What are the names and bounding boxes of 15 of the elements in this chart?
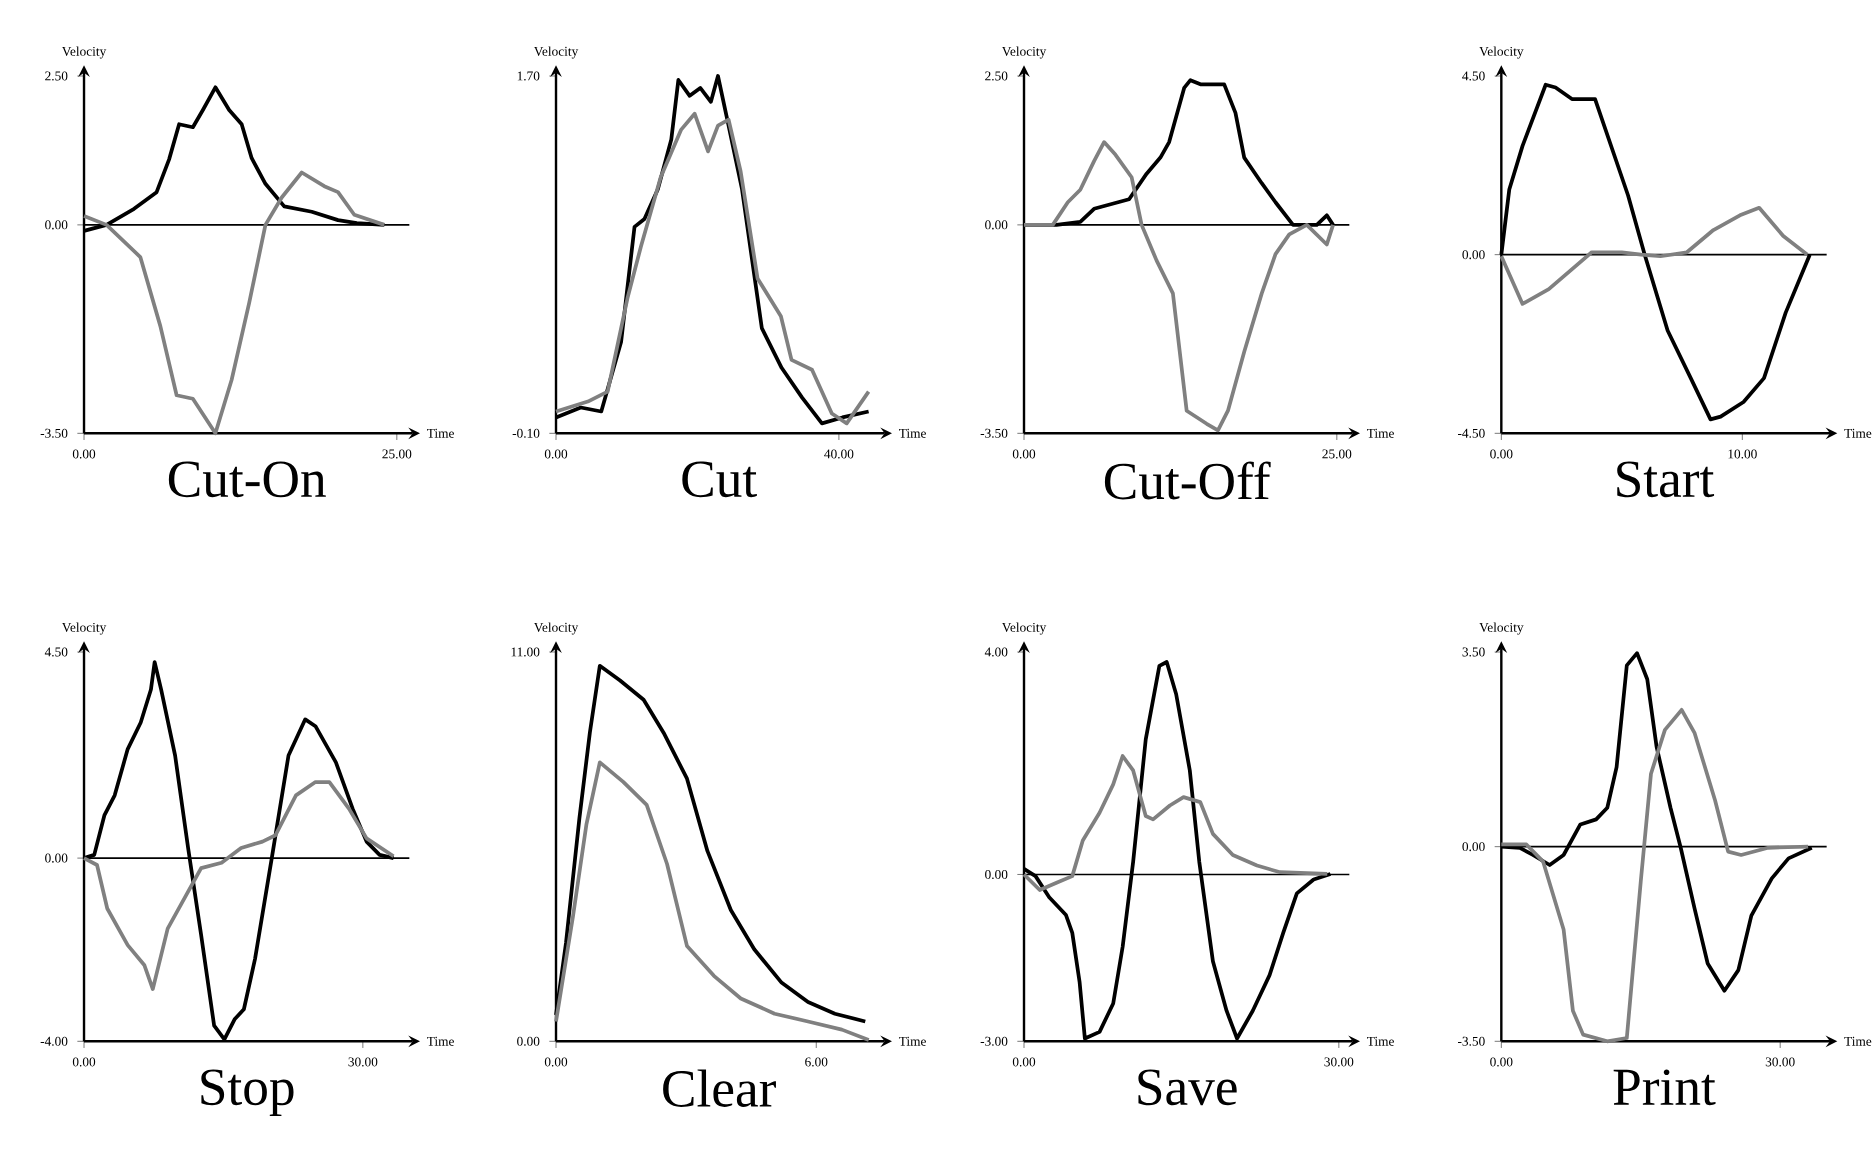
text: Save (1138, 1069, 1237, 1106)
text: Cut-On (168, 461, 326, 498)
text: Clear (663, 1069, 776, 1107)
line-series (82, 170, 387, 436)
text: Start (1617, 461, 1715, 498)
line-series (1499, 205, 1810, 306)
line-series (1499, 707, 1810, 1044)
text: Print (1613, 1069, 1716, 1106)
text: Cut-Off (1104, 461, 1271, 500)
text: Cut (682, 461, 757, 498)
line-series (82, 780, 396, 991)
line-series (1022, 754, 1330, 892)
line-series (554, 760, 871, 1042)
line-series (1022, 140, 1335, 433)
text: Stop (201, 1069, 294, 1117)
